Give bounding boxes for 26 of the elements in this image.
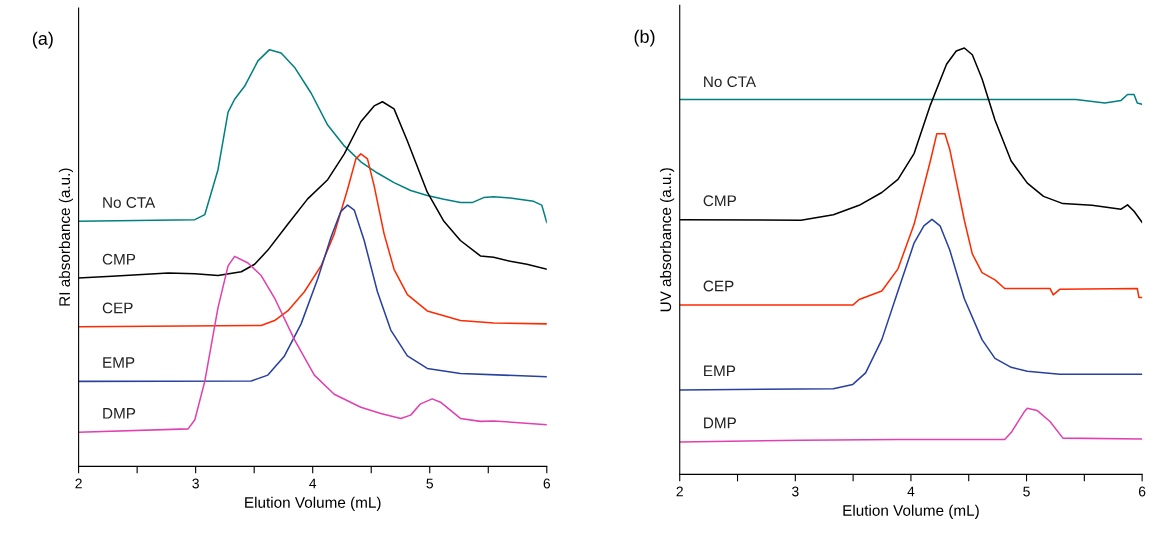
series-label: No CTA (103, 197, 156, 208)
series-label: CMP (703, 195, 736, 207)
series-label: DMP (704, 417, 736, 429)
chart-title: (a) (32, 31, 53, 49)
series-label: EMP (704, 365, 736, 377)
x-tick-label: 2 (75, 478, 82, 489)
y-axis-title: RI absorbance (a.u.) (58, 168, 74, 306)
series-label: EMP (103, 357, 135, 368)
series-label: No CTA (704, 76, 757, 88)
x-tick-label: 5 (426, 478, 434, 489)
x-axis-title: Elution Volume (mL) (245, 496, 381, 511)
y-axis-title: UV absorbance (a.u.) (659, 168, 675, 312)
x-tick-label: 3 (192, 478, 199, 489)
x-tick-label: 3 (792, 486, 799, 497)
x-tick-label: 4 (907, 486, 915, 497)
x-tick-label: 6 (543, 478, 551, 489)
series-label: DMP (103, 408, 136, 419)
x-tick-label: 5 (1023, 486, 1030, 497)
x-tick-label: 2 (676, 486, 683, 497)
series-label: CMP (102, 253, 136, 265)
x-tick-label: 4 (309, 478, 317, 489)
series-label: CEP (102, 302, 133, 314)
series-label: CEP (703, 280, 734, 292)
x-tick-label: 6 (1138, 486, 1146, 497)
x-axis-title: Elution Volume (mL) (843, 504, 979, 519)
chart-title: (b) (634, 29, 655, 47)
